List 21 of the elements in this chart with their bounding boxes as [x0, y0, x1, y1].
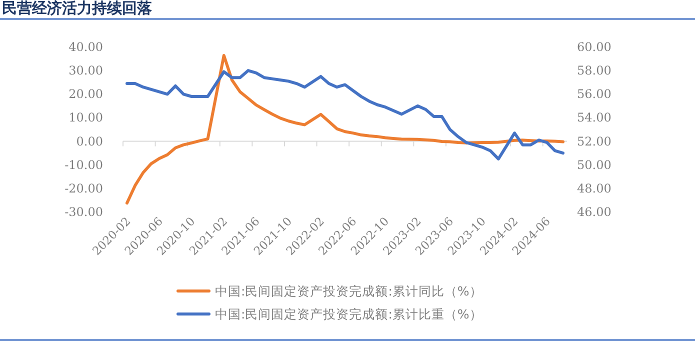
y2-tick-label: 48.00 — [577, 181, 612, 196]
y-tick-label: 40.00 — [68, 40, 103, 54]
y-tick-label: 10.00 — [68, 110, 103, 125]
y-tick-label: 0.00 — [76, 134, 103, 148]
y-tick-label: -10.00 — [64, 158, 103, 172]
chart-title: 民营经济活力持续回落 — [2, 0, 153, 17]
y-tick-label: 20.00 — [68, 87, 103, 102]
y2-tick-label: 54.00 — [577, 110, 612, 125]
line-series — [126, 54, 564, 205]
y2-tick-label: 58.00 — [577, 64, 612, 78]
y-tick-label: 30.00 — [68, 64, 103, 78]
y2-tick-label: 50.00 — [577, 158, 612, 172]
y2-tick-label: 60.00 — [577, 40, 612, 54]
y2-tick-label: 56.00 — [577, 87, 612, 102]
y2-tick-label: 46.00 — [577, 205, 612, 219]
legend-label: 中国:民间固定资产投资完成额:累计同比（%） — [215, 284, 482, 298]
y-tick-label: -30.00 — [64, 205, 103, 219]
y2-tick-label: 52.00 — [577, 134, 612, 148]
legend-label: 中国:民间固定资产投资完成额:累计比重（%） — [215, 306, 482, 322]
y-tick-label: -20.00 — [64, 181, 103, 196]
line-series — [126, 69, 564, 160]
